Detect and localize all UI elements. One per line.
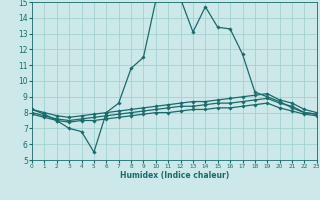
X-axis label: Humidex (Indice chaleur): Humidex (Indice chaleur): [120, 171, 229, 180]
